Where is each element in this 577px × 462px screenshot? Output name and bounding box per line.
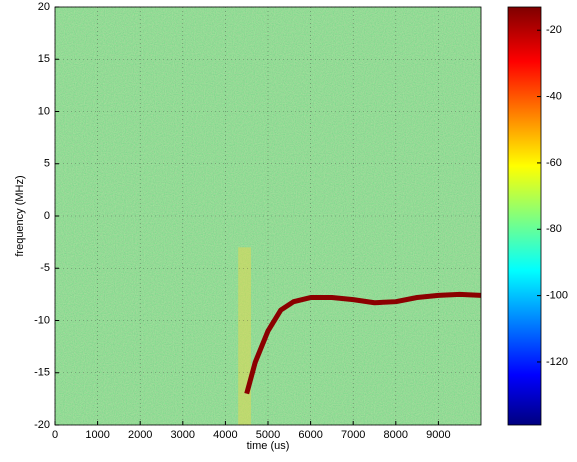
x-tick-label: 5000 xyxy=(256,429,280,441)
x-tick-label: 1000 xyxy=(85,429,109,441)
x-tick-label: 0 xyxy=(52,429,58,441)
y-tick-label: -5 xyxy=(40,262,50,274)
x-tick-label: 9000 xyxy=(426,429,450,441)
y-tick-label: 5 xyxy=(44,158,50,170)
x-tick-label: 7000 xyxy=(341,429,365,441)
trace xyxy=(244,291,482,395)
colorbar-tick-label: -80 xyxy=(546,223,562,235)
colorbar xyxy=(507,6,542,426)
y-tick-label: 10 xyxy=(38,105,50,117)
y-tick-label: -15 xyxy=(34,367,50,379)
y-axis-label: frequency (MHz) xyxy=(14,175,26,256)
colorbar-tick-label: -100 xyxy=(546,290,568,302)
y-tick-label: 0 xyxy=(44,210,50,222)
y-tick-label: 15 xyxy=(38,53,50,65)
x-tick-label: 6000 xyxy=(298,429,322,441)
spike-artifact xyxy=(238,247,251,425)
y-tick-label: 20 xyxy=(38,1,50,13)
x-axis-label: time (us) xyxy=(247,440,290,452)
x-tick-label: 8000 xyxy=(384,429,408,441)
colorbar-tick-label: -20 xyxy=(546,24,562,36)
colorbar-tick-label: -120 xyxy=(546,356,568,368)
y-tick-label: -20 xyxy=(34,419,50,431)
y-tick-label: -10 xyxy=(34,314,50,326)
x-tick-label: 4000 xyxy=(213,429,237,441)
x-tick-label: 2000 xyxy=(128,429,152,441)
colorbar-tick-label: -40 xyxy=(546,90,562,102)
x-tick-label: 3000 xyxy=(171,429,195,441)
colorbar-tick-label: -60 xyxy=(546,157,562,169)
